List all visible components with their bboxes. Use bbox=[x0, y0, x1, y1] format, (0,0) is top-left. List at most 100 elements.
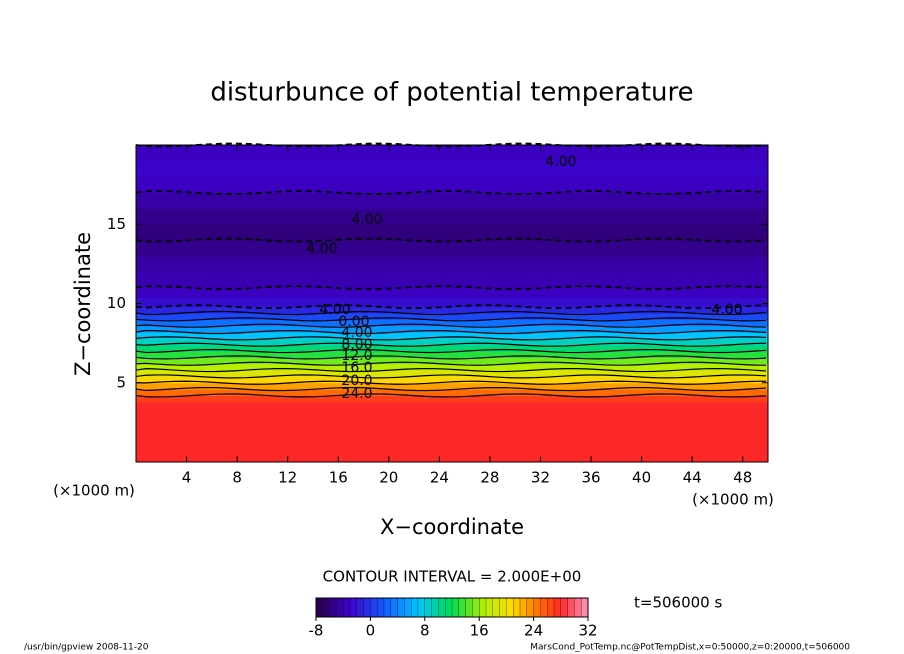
colorbar-cell bbox=[506, 597, 514, 618]
contour-line bbox=[135, 304, 767, 310]
field-band bbox=[136, 370, 768, 377]
x-tick-label: 48 bbox=[733, 469, 752, 487]
colorbar-cell bbox=[431, 597, 439, 618]
colorbar-cell bbox=[567, 597, 575, 618]
colorbar-cell bbox=[377, 597, 385, 618]
colorbar-cell bbox=[553, 597, 562, 618]
colorbar-cell bbox=[411, 597, 419, 618]
colorbar-cell bbox=[574, 597, 582, 618]
field-band bbox=[136, 297, 768, 308]
x-tick-label: 8 bbox=[232, 469, 242, 487]
overlay: 4.004.004.004.00 4.000.004.008.0012.016.0… bbox=[107, 142, 769, 640]
colorbar-cell bbox=[370, 597, 378, 618]
colorbar-cell bbox=[343, 597, 351, 618]
contour-interval: CONTOUR INTERVAL = 2.000E+00 bbox=[323, 568, 582, 586]
colorbar-cell bbox=[560, 597, 569, 618]
contour-line bbox=[135, 142, 767, 148]
x-tick-label: 40 bbox=[632, 469, 651, 487]
field bbox=[136, 145, 768, 463]
field-band bbox=[136, 319, 768, 327]
contour-label: 4.00 bbox=[341, 325, 372, 341]
colorbar-frame bbox=[315, 597, 589, 618]
contour-label: 0.00 bbox=[338, 314, 369, 330]
field-band bbox=[136, 401, 768, 463]
contour-label: 16.0 bbox=[341, 360, 372, 376]
x-tick-label: 44 bbox=[683, 469, 702, 487]
y-tick-label: 10 bbox=[107, 294, 126, 312]
contour-line bbox=[135, 323, 767, 328]
colorbar-cell bbox=[383, 597, 392, 618]
colorbar-cell bbox=[533, 597, 541, 618]
contour-label: 4.00 bbox=[545, 154, 576, 170]
colorbar-tick-label: 32 bbox=[578, 622, 597, 640]
colorbar-cell bbox=[485, 597, 494, 618]
field-band bbox=[136, 160, 768, 178]
contour-line bbox=[135, 361, 767, 366]
field-band bbox=[136, 255, 768, 273]
colorbar-cell bbox=[581, 597, 589, 618]
x-axis-label: X−coordinate bbox=[380, 515, 524, 539]
colorbar-cell bbox=[329, 597, 337, 618]
contour-label: 4.00 bbox=[319, 302, 350, 318]
contour-line bbox=[135, 380, 767, 385]
contour-line bbox=[135, 329, 767, 335]
footer-right: MarsCond_PotTemp.nc@PotTempDist,x=0:5000… bbox=[530, 643, 850, 653]
field-band bbox=[136, 338, 768, 346]
contour-label: 8.00 bbox=[341, 337, 372, 353]
contour-line bbox=[135, 285, 767, 291]
colorbar-cell bbox=[438, 597, 446, 618]
contour-line bbox=[135, 342, 767, 347]
field-band bbox=[136, 332, 768, 339]
field-band bbox=[136, 145, 768, 162]
colorbar-cell bbox=[363, 597, 371, 618]
field-band bbox=[136, 389, 768, 396]
colorbar-cell bbox=[465, 597, 473, 618]
colorbar-cell bbox=[513, 597, 521, 618]
x-tick-label: 36 bbox=[581, 469, 600, 487]
contour-line bbox=[135, 393, 767, 398]
colorbar-cell bbox=[540, 597, 548, 618]
colorbar-cell bbox=[356, 597, 365, 618]
colorbar-cell bbox=[349, 597, 358, 618]
colorbar-tick-label: -8 bbox=[309, 622, 324, 640]
field-band bbox=[136, 313, 768, 320]
contour-label: 20.0 bbox=[341, 373, 372, 389]
field-band bbox=[136, 271, 768, 289]
colorbar-cell bbox=[499, 597, 507, 618]
colorbar-cell bbox=[336, 597, 344, 618]
field-band bbox=[136, 192, 768, 209]
colorbar-cell bbox=[547, 597, 555, 618]
contour-line bbox=[135, 237, 767, 243]
field-band bbox=[136, 376, 768, 384]
time-label: t=506000 s bbox=[634, 594, 722, 612]
x-unit: (×1000 m) bbox=[692, 491, 774, 509]
x-tick-label: 4 bbox=[182, 469, 192, 487]
contour-line bbox=[135, 374, 767, 379]
field-band bbox=[136, 395, 768, 403]
field-band bbox=[136, 176, 768, 194]
x-tick-label: 28 bbox=[480, 469, 499, 487]
field-band bbox=[136, 344, 768, 352]
x-tick-label: 24 bbox=[430, 469, 449, 487]
contour-line bbox=[135, 355, 767, 360]
contour-line bbox=[135, 367, 767, 373]
contour-label: 4.00 bbox=[711, 302, 742, 318]
field-band bbox=[136, 382, 768, 390]
field-band bbox=[136, 357, 768, 365]
field-band bbox=[136, 208, 768, 225]
y-unit: (×1000 m) bbox=[53, 482, 135, 500]
colorbar-cell bbox=[390, 597, 399, 618]
colorbar-tick-label: 16 bbox=[470, 622, 489, 640]
field-band bbox=[136, 363, 768, 371]
field-band bbox=[136, 224, 768, 241]
colorbar-cell bbox=[322, 597, 331, 618]
colorbar-cell bbox=[519, 597, 528, 618]
y-axis-label: Z−coordinate bbox=[71, 232, 95, 376]
colorbar-tick-label: 8 bbox=[420, 622, 430, 640]
x-tick-label: 20 bbox=[379, 469, 398, 487]
colorbar-cell bbox=[404, 597, 412, 618]
colorbar-cell bbox=[479, 597, 487, 618]
contour-line bbox=[135, 386, 767, 392]
contour-line bbox=[135, 336, 767, 341]
